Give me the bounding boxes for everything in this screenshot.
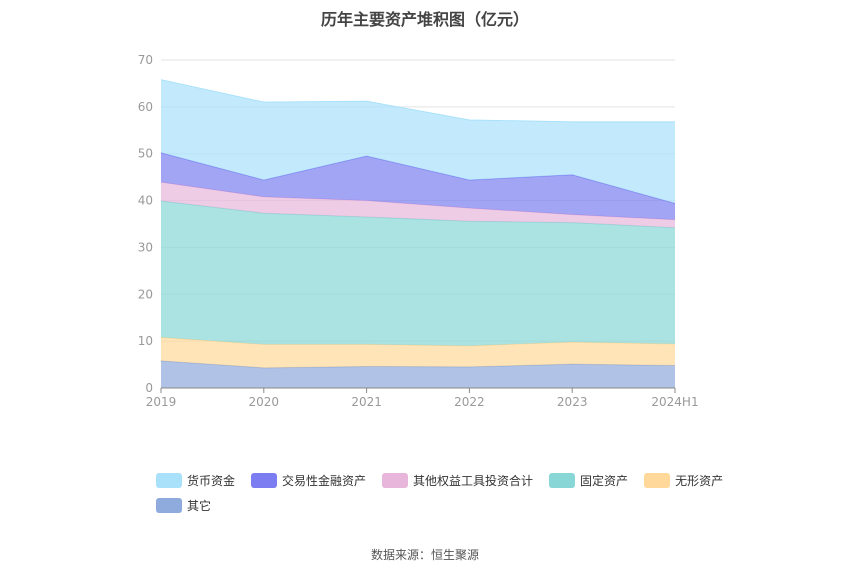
y-tick-label: 60: [138, 100, 153, 114]
legend: 货币资金 交易性金融资产 其他权益工具投资合计 固定资产 无形资产 其它: [156, 472, 736, 513]
area-series-line-3: [160, 181, 676, 221]
x-tick-label: 2024H1: [651, 395, 698, 409]
area-series-line-5: [160, 79, 675, 123]
legend-item-other-equity-investments[interactable]: 其他权益工具投资合计: [382, 472, 533, 488]
legend-item-cash[interactable]: 货币资金: [156, 472, 235, 488]
area-series-5[interactable]: [161, 79, 675, 204]
legend-label: 无形资产: [675, 473, 724, 488]
area-series: [160, 79, 676, 388]
legend-label: 其它: [187, 498, 212, 513]
y-tick-label: 50: [138, 147, 153, 161]
legend-item-trading-financial-assets[interactable]: 交易性金融资产: [251, 472, 366, 488]
area-series-2[interactable]: [161, 201, 675, 346]
legend-swatch: [382, 472, 409, 488]
data-source-note: 数据来源：恒生聚源: [370, 548, 479, 562]
y-tick-label: 40: [138, 194, 153, 208]
legend-swatch: [549, 472, 576, 488]
legend-label: 交易性金融资产: [282, 473, 367, 488]
legend-item-intangible-assets[interactable]: 无形资产: [644, 472, 723, 488]
area-series-1[interactable]: [161, 337, 675, 368]
area-series-3[interactable]: [161, 182, 675, 228]
legend-swatch: [156, 497, 182, 513]
area-series-4[interactable]: [161, 152, 675, 220]
legend-label: 其他权益工具投资合计: [413, 473, 534, 488]
y-tick-label: 10: [138, 334, 153, 348]
y-tick-label: 30: [138, 240, 153, 254]
chart-title: 历年主要资产堆积图（亿元）: [320, 10, 529, 29]
legend-item-other[interactable]: 其它: [156, 497, 211, 513]
legend-label: 固定资产: [580, 473, 629, 488]
x-tick-label: 2020: [249, 395, 280, 409]
x-tick-label: 2022: [454, 395, 485, 409]
axes: 0 10 20 30 40 50 60 70 2019 2020 2021 2022 2023 2024H…: [138, 53, 699, 409]
y-tick-label: 70: [138, 53, 153, 67]
x-tick-label: 2021: [351, 395, 382, 409]
legend-swatch: [644, 472, 671, 488]
legend-item-fixed-assets[interactable]: 固定资产: [549, 472, 628, 488]
x-tick-label: 2019: [146, 395, 177, 409]
legend-label: 货币资金: [187, 473, 236, 488]
legend-swatch: [156, 472, 182, 488]
x-tick-label: 2023: [557, 395, 588, 409]
y-tick-label: 0: [145, 381, 153, 395]
legend-swatch: [251, 472, 278, 488]
y-tick-label: 20: [138, 287, 153, 301]
